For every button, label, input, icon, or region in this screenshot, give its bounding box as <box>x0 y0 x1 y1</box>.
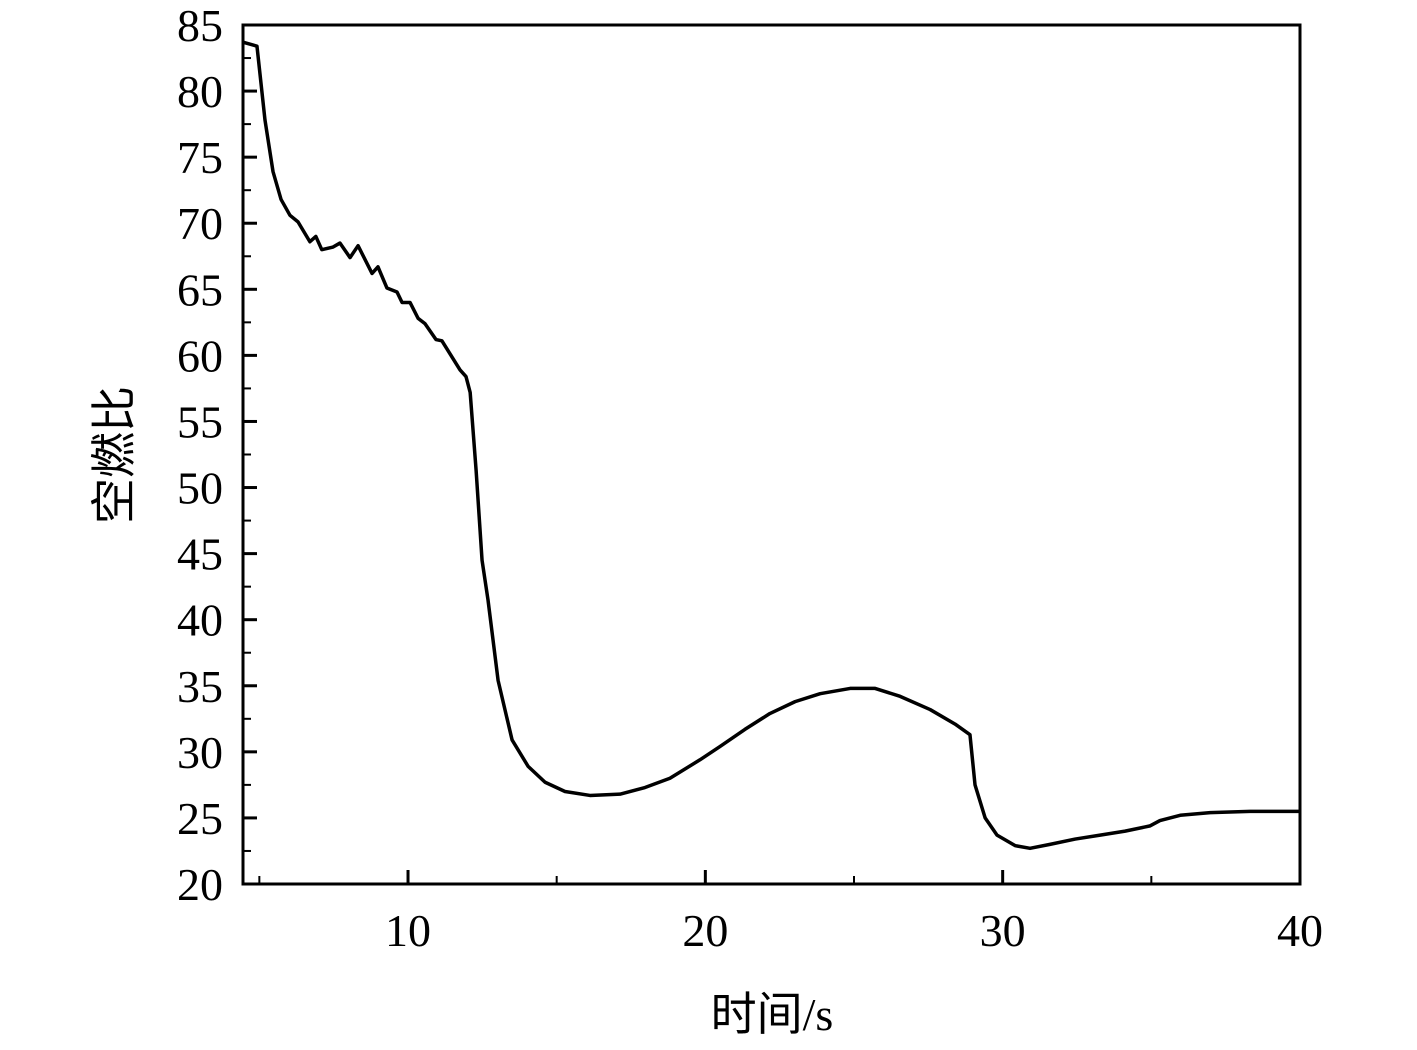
y-tick-label: 50 <box>177 463 223 514</box>
x-tick-label: 40 <box>1277 905 1323 956</box>
plot-frame <box>241 23 1302 886</box>
y-tick-label: 60 <box>177 330 223 381</box>
y-tick-label: 80 <box>177 66 223 117</box>
y-tick-label: 75 <box>177 132 223 183</box>
y-tick-label: 25 <box>177 793 223 844</box>
y-tick-label: 30 <box>177 727 223 778</box>
y-tick-label: 70 <box>177 198 223 249</box>
x-tick-label: 10 <box>385 905 431 956</box>
y-tick-label: 65 <box>177 264 223 315</box>
y-tick-label: 55 <box>177 396 223 447</box>
y-tick-label: 40 <box>177 595 223 646</box>
y-axis-label: 空燃比 <box>89 386 140 524</box>
y-tick-label: 35 <box>177 661 223 712</box>
y-tick-label: 20 <box>177 859 223 910</box>
x-axis-label: 时间/s <box>711 989 834 1040</box>
x-tick-label: 20 <box>682 905 728 956</box>
y-tick-label: 85 <box>177 0 223 51</box>
x-tick-label: 30 <box>980 905 1026 956</box>
data-line <box>242 40 1300 851</box>
y-tick-label: 45 <box>177 529 223 580</box>
